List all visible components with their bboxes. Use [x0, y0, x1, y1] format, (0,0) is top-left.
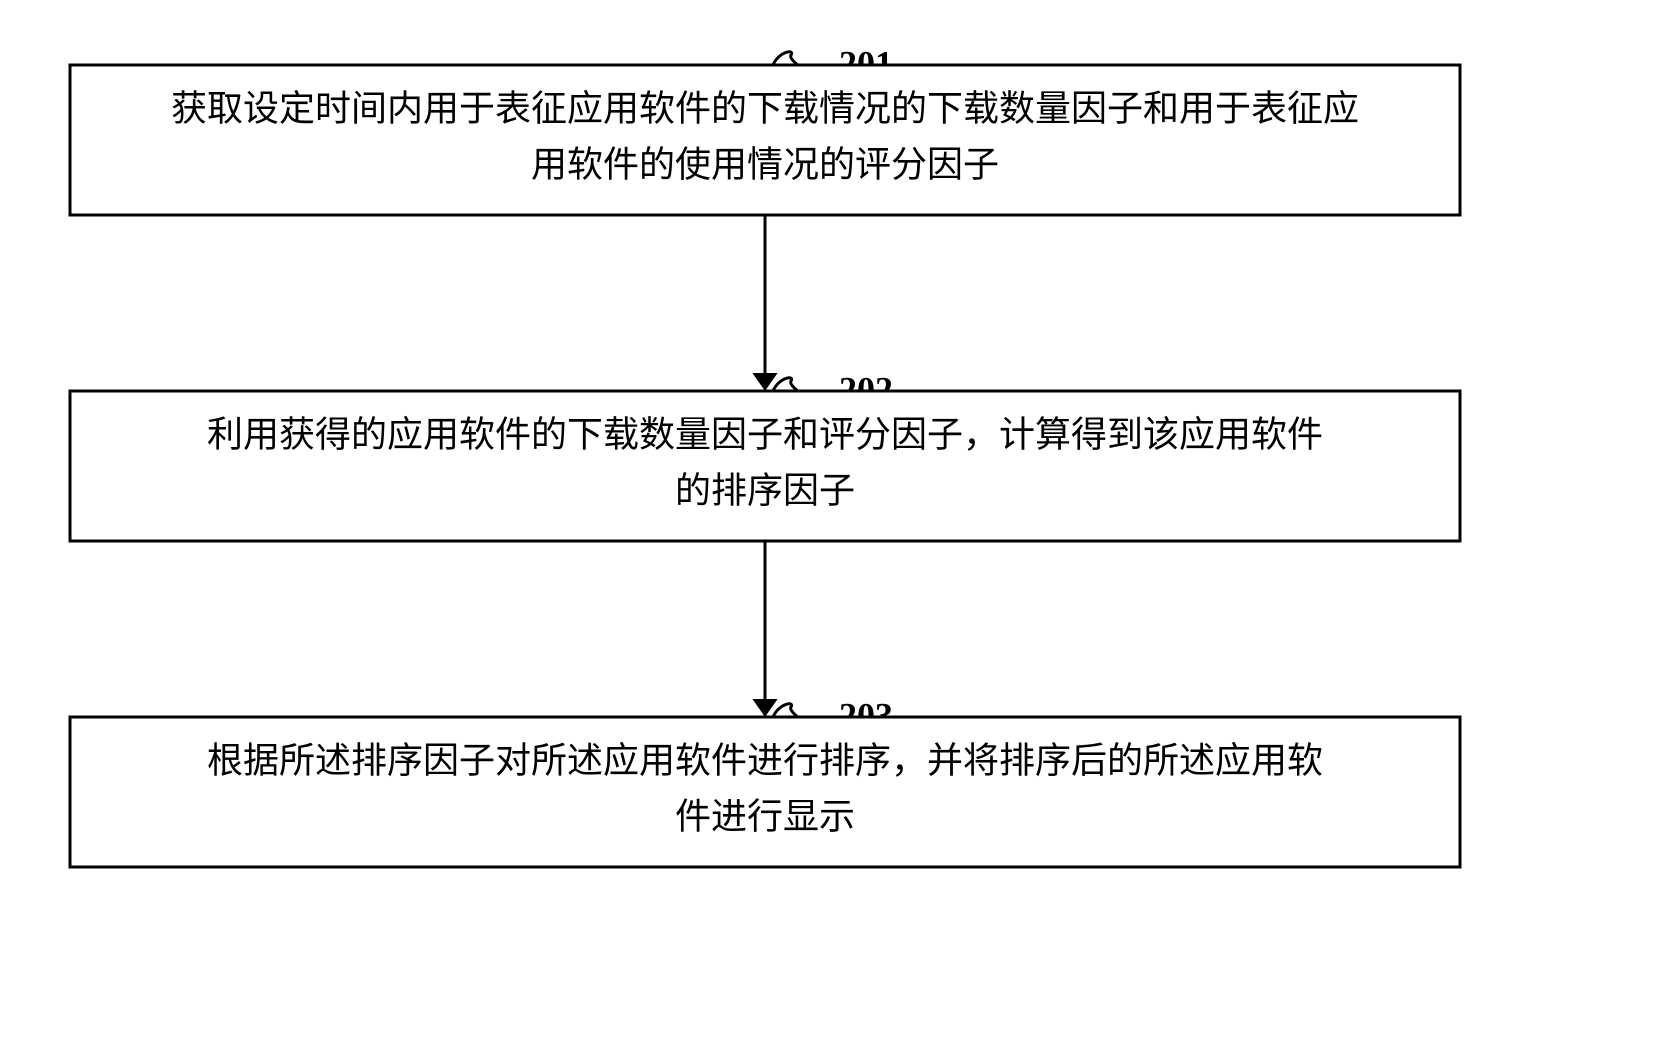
flow-step-202: 202利用获得的应用软件的下载数量因子和评分因子，计算得到该应用软件的排序因子: [70, 369, 1460, 541]
step-text-line: 用软件的使用情况的评分因子: [531, 144, 999, 184]
flow-arrow-201-202: [752, 215, 777, 391]
flow-step-203: 203根据所述排序因子对所述应用软件进行排序，并将排序后的所述应用软件进行显示: [70, 695, 1460, 867]
step-text-line: 的排序因子: [675, 470, 855, 510]
flowchart: 201获取设定时间内用于表征应用软件的下载情况的下载数量因子和用于表征应用软件的…: [0, 0, 1663, 1047]
flow-step-201: 201获取设定时间内用于表征应用软件的下载情况的下载数量因子和用于表征应用软件的…: [70, 43, 1460, 215]
step-text-line: 件进行显示: [675, 796, 855, 836]
step-text-line: 根据所述排序因子对所述应用软件进行排序，并将排序后的所述应用软: [207, 740, 1323, 780]
step-text-line: 获取设定时间内用于表征应用软件的下载情况的下载数量因子和用于表征应: [171, 88, 1359, 128]
step-text-line: 利用获得的应用软件的下载数量因子和评分因子，计算得到该应用软件: [207, 414, 1323, 454]
flow-arrow-202-203: [752, 541, 777, 717]
